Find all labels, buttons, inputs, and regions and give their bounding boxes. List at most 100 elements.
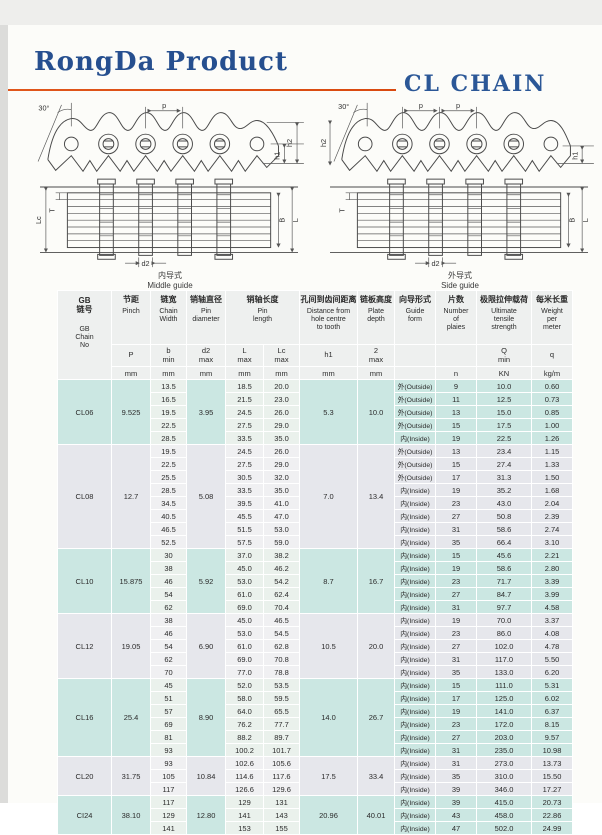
angle-label: 30° [338, 102, 349, 111]
sym-pitch: P [111, 344, 151, 367]
distance-h1-cell: 10.5 [299, 613, 358, 679]
weight-cell: 0.85 [531, 405, 573, 419]
plates-count-cell: 43 [435, 808, 477, 822]
tensile-strength-cell: 12.5 [476, 392, 532, 406]
weight-cell: 17.27 [531, 782, 573, 796]
tensile-strength-cell: 133.0 [476, 665, 532, 679]
pin-length-lc-cell: 129.6 [263, 782, 300, 796]
tensile-strength-cell: 415.0 [476, 795, 532, 809]
chain-width-cell: 22.5 [150, 457, 187, 471]
tensile-strength-cell: 203.0 [476, 730, 532, 744]
guide-form-cell: 内(Inside) [394, 613, 436, 627]
weight-cell: 1.68 [531, 483, 573, 497]
guide-form-cell: 内(Inside) [394, 691, 436, 705]
weight-cell: 20.73 [531, 795, 573, 809]
tensile-strength-cell: 310.0 [476, 769, 532, 783]
plates-count-cell: 19 [435, 483, 477, 497]
tensile-strength-cell: 502.0 [476, 821, 532, 835]
table-row: 28.5 33.5 35.0 内(Inside) 19 22.5 1.26 [58, 431, 573, 445]
plates-count-cell: 19 [435, 704, 477, 718]
plates-count-cell: 39 [435, 782, 477, 796]
pin-length-lc-cell: 62.8 [263, 639, 300, 653]
weight-cell: 13.73 [531, 756, 573, 770]
weight-cell: 4.78 [531, 639, 573, 653]
pin-diameter-cell: 6.90 [186, 613, 226, 679]
plates-count-cell: 13 [435, 405, 477, 419]
chain-width-cell: 93 [150, 756, 187, 770]
product-title: CL CHAIN [404, 71, 547, 97]
unit-weight: kg/m [531, 366, 573, 380]
pin-length-lc-cell: 155 [263, 821, 300, 835]
tensile-strength-cell: 71.7 [476, 574, 532, 588]
chain-width-cell: 57 [150, 704, 187, 718]
b-label: B [567, 218, 576, 223]
plates-count-cell: 47 [435, 821, 477, 835]
tensile-strength-cell: 172.0 [476, 717, 532, 731]
plate-depth-cell: 13.4 [357, 444, 395, 549]
guide-form-cell: 外(Outside) [394, 470, 436, 484]
plates-count-cell: 19 [435, 561, 477, 575]
plate-depth-cell: 26.7 [357, 678, 395, 757]
pitch-cell: 31.75 [111, 756, 151, 796]
d2-label: d2 [141, 259, 149, 268]
pin-length-lc-cell: 47.0 [263, 509, 300, 523]
guide-form-cell: 内(Inside) [394, 548, 436, 562]
table-row: CL08 12.7 19.5 5.08 24.5 26.0 7.0 13.4 外(Outside… [57, 444, 573, 549]
guide-form-cell: 内(Inside) [394, 821, 436, 835]
unit-guide-form [394, 366, 436, 380]
pin-length-lc-cell: 105.6 [263, 756, 300, 770]
pin-length-l-cell: 141 [225, 808, 264, 822]
l-label: L [581, 218, 590, 222]
sym-distance: h1 [299, 344, 358, 367]
side-guide-caption-en: Side guide [441, 281, 479, 290]
side-guide-diagram: 30° p p h2 h1 [318, 99, 602, 291]
pin-length-l-cell: 61.0 [225, 587, 264, 601]
table-row: 40.5 45.5 47.0 内(Inside) 27 50.8 2.39 [58, 509, 573, 523]
pin-length-l-cell: 57.5 [225, 535, 264, 549]
pin-length-l-cell: 33.5 [225, 431, 264, 445]
guide-form-cell: 外(Outside) [394, 444, 436, 458]
tensile-strength-cell: 66.4 [476, 535, 532, 549]
weight-cell: 2.39 [531, 509, 573, 523]
col-header-guide-form: 向导形式 Guide form [394, 290, 436, 345]
pitch-label: p [456, 101, 460, 110]
weight-cell: 6.37 [531, 704, 573, 718]
pitch-label: p [162, 101, 166, 110]
chain-width-cell: 34.5 [150, 496, 187, 510]
weight-cell: 5.31 [531, 678, 573, 692]
pin-length-lc-cell: 89.7 [263, 730, 300, 744]
pin-length-lc-cell: 59.0 [263, 535, 300, 549]
guide-form-cell: 内(Inside) [394, 600, 436, 614]
tensile-strength-cell: 458.0 [476, 808, 532, 822]
plates-count-cell: 27 [435, 509, 477, 523]
chain-no-cell: CL10 [57, 548, 112, 614]
chain-width-cell: 19.5 [150, 405, 187, 419]
pin-length-l-cell: 24.5 [225, 444, 264, 458]
tensile-strength-cell: 117.0 [476, 652, 532, 666]
plates-count-cell: 9 [435, 379, 477, 393]
chain-width-cell: 30 [150, 548, 187, 562]
unit-distance: mm [299, 366, 358, 380]
distance-h1-cell: 17.5 [299, 756, 358, 796]
pin-length-lc-cell: 101.7 [263, 743, 300, 757]
middle-guide-caption-cn: 内导式 [158, 271, 182, 280]
plates-count-cell: 23 [435, 496, 477, 510]
pitch-cell: 25.4 [111, 678, 151, 757]
plates-count-cell: 17 [435, 691, 477, 705]
guide-form-cell: 内(Inside) [394, 535, 436, 549]
chain-width-cell: 16.5 [150, 392, 187, 406]
chain-width-cell: 45 [150, 678, 187, 692]
pin-length-l-cell: 30.5 [225, 470, 264, 484]
chain-width-cell: 46 [150, 574, 187, 588]
table-row: 93 100.2 101.7 内(Inside) 31 235.0 10.98 [58, 743, 573, 757]
weight-cell: 0.60 [531, 379, 573, 393]
tensile-strength-cell: 31.3 [476, 470, 532, 484]
tensile-strength-cell: 10.0 [476, 379, 532, 393]
side-guide-caption-cn: 外导式 [448, 271, 472, 280]
weight-cell: 3.99 [531, 587, 573, 601]
guide-form-cell: 内(Inside) [394, 522, 436, 536]
table-row: 57 64.0 65.5 内(Inside) 19 141.0 6.37 [58, 704, 573, 718]
tensile-strength-cell: 45.6 [476, 548, 532, 562]
tensile-strength-cell: 141.0 [476, 704, 532, 718]
chain-width-cell: 117 [150, 795, 187, 809]
